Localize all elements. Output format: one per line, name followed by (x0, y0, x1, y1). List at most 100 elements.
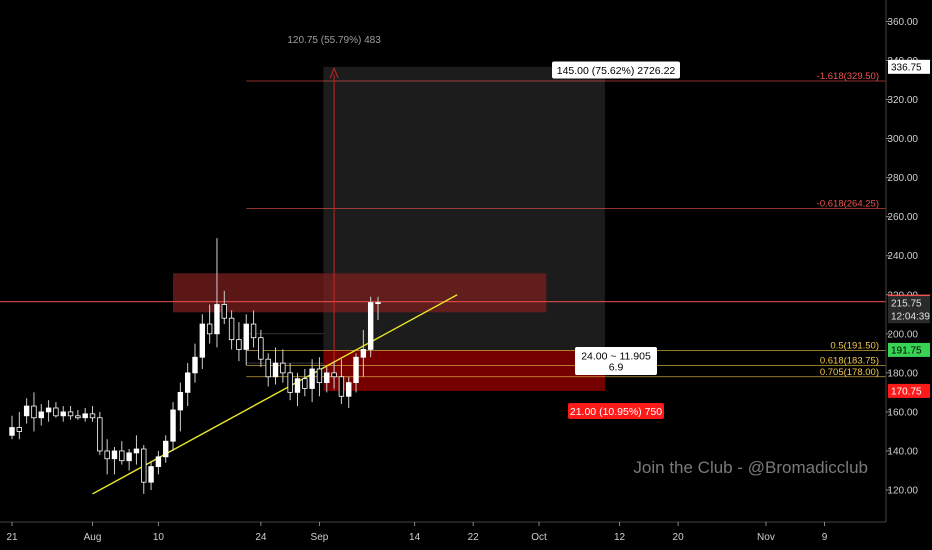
y-tick-label: 280.00 (887, 173, 918, 184)
measure-arrow-head (329, 66, 339, 79)
target-label-text: 145.00 (75.62%) 2726.22 (557, 65, 676, 77)
candle-body (67, 411, 74, 417)
candle-body (338, 376, 345, 397)
candle-body (141, 448, 147, 483)
candle-body (214, 304, 220, 335)
y-tick-label: 360.00 (887, 17, 918, 28)
y-tick-label: 160.00 (887, 407, 918, 418)
candle-body (258, 337, 264, 360)
candle-body (119, 450, 125, 462)
candle-body (280, 362, 286, 374)
y-tick-label: 300.00 (887, 134, 918, 145)
x-tick-label: Aug (84, 532, 102, 543)
candle-body (265, 358, 271, 378)
candle-body (243, 323, 249, 350)
fib-label: -0.618(264.25) (817, 198, 879, 209)
candle-body (177, 391, 184, 411)
candle-body (163, 440, 169, 458)
y-tick-label: 260.00 (887, 212, 918, 223)
x-tick-label: 22 (468, 532, 480, 543)
candle-body (346, 382, 352, 397)
candle-body (331, 372, 337, 378)
fib-label: 0.5(191.50) (830, 340, 879, 351)
target-label-box (552, 61, 680, 79)
price-tag (888, 383, 930, 398)
candle-body (367, 302, 374, 350)
y-tick-label: 140.00 (887, 446, 918, 457)
y-tick-label: 180.00 (887, 368, 918, 379)
measure-label: 120.75 (55.79%) 483 (287, 35, 381, 46)
fib-label: -1.618(329.50) (817, 71, 879, 82)
x-tick-label: Nov (757, 532, 775, 543)
x-tick-label: 12 (614, 532, 626, 543)
fib-label: 0.705(178.00) (820, 367, 879, 378)
candle-body (360, 349, 367, 358)
x-tick-label: 14 (409, 532, 421, 543)
x-tick-label: 21 (6, 532, 18, 543)
candle-body (184, 372, 191, 393)
candle-body (75, 415, 81, 419)
candle-body (82, 413, 88, 419)
candle-body (45, 407, 52, 413)
candle-body (155, 456, 162, 467)
price-tag-label: 336.75 (891, 62, 922, 73)
candle-body (206, 323, 213, 335)
candle-body (38, 411, 44, 419)
candle-body (324, 372, 330, 384)
candle-body (192, 356, 198, 374)
price-tag-label: 170.75 (891, 386, 922, 397)
x-tick-label: 10 (153, 532, 165, 543)
x-tick-label: 20 (673, 532, 685, 543)
candle-body (31, 405, 37, 419)
watermark: Join the Club - @Bromadicclub (633, 458, 868, 477)
candle-body (375, 302, 381, 304)
candle-body (16, 427, 23, 432)
x-tick-label: Sep (311, 532, 329, 543)
candle-body (104, 450, 110, 460)
y-tick-label: 200.00 (887, 329, 918, 340)
candle-body (228, 317, 235, 341)
price-tag (888, 342, 930, 357)
price-tag (888, 309, 930, 324)
candle-body (133, 448, 140, 454)
candle-body (221, 304, 227, 319)
candle-body (199, 323, 206, 358)
candle-body (236, 339, 242, 350)
x-tick-label: 9 (822, 532, 828, 543)
price-tag-label: 215.75 (891, 299, 922, 310)
candle-body (302, 378, 308, 389)
price-tag (888, 59, 930, 74)
candle-body (316, 368, 323, 384)
candle-body (60, 411, 66, 417)
candle-body (170, 409, 176, 442)
y-tick-label: 240.00 (887, 251, 918, 262)
x-tick-label: 24 (255, 532, 267, 543)
candle-body (111, 450, 118, 460)
ratio-label-box (575, 347, 657, 375)
supply-zone (173, 273, 547, 313)
ratio-label-text: 24.00 ~ 11.905 (581, 351, 651, 363)
candle-body (9, 427, 15, 436)
candle-body (23, 405, 30, 417)
candle-body (353, 356, 359, 384)
candle-body (148, 466, 154, 483)
fib-label: 0.618(183.75) (820, 356, 879, 367)
candle-body (250, 323, 257, 339)
stop-label-text: 21.00 (10.95%) 750 (570, 406, 662, 418)
ratio-label-text: 6.9 (609, 362, 624, 374)
y-tick-label: 320.00 (887, 95, 918, 106)
candle-body (53, 407, 59, 417)
candle-body (89, 413, 96, 419)
stop-label-box (568, 403, 664, 419)
price-tag-label: 191.75 (891, 345, 922, 356)
candle-body (309, 368, 315, 389)
candle-body (272, 362, 279, 378)
y-tick-label: 120.00 (887, 486, 918, 497)
price-tag-label: 12:04:39 (891, 312, 930, 323)
candle-body (97, 417, 103, 452)
price-tag (888, 296, 930, 311)
candle-body (294, 378, 301, 393)
candle-body (287, 372, 293, 393)
trendline (92, 294, 458, 495)
